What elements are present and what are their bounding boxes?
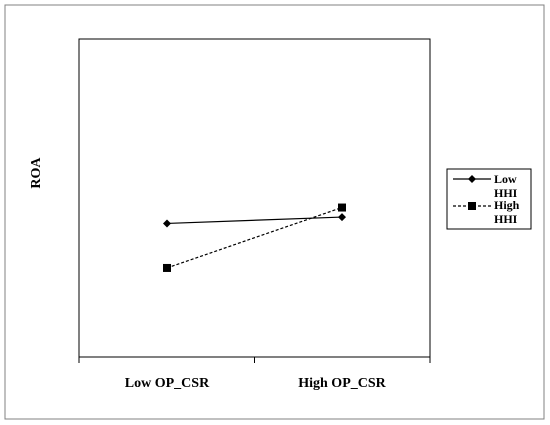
legend-label-high: High	[494, 198, 520, 212]
legend-label-low-hhi: HHI	[494, 186, 518, 200]
data-point-square	[163, 263, 171, 272]
legend-marker-diamond	[468, 175, 476, 183]
legend: Low HHI High HHI	[446, 168, 532, 230]
data-point-square	[338, 203, 346, 212]
x-tick-label: Low OP_CSR	[125, 376, 210, 391]
data-point-diamond	[163, 219, 171, 228]
data-point-diamond	[338, 213, 346, 222]
series-line-high-hhi	[166, 206, 343, 269]
y-axis-label: ROA	[29, 157, 44, 189]
legend-label-low: Low	[494, 172, 517, 186]
x-tick-label: High OP_CSR	[298, 376, 386, 391]
series-line-low-hhi	[166, 216, 343, 225]
legend-marker-square	[468, 202, 476, 210]
series-layer	[163, 203, 346, 272]
plot-area	[78, 38, 431, 358]
legend-label-high-hhi: HHI	[494, 212, 518, 226]
